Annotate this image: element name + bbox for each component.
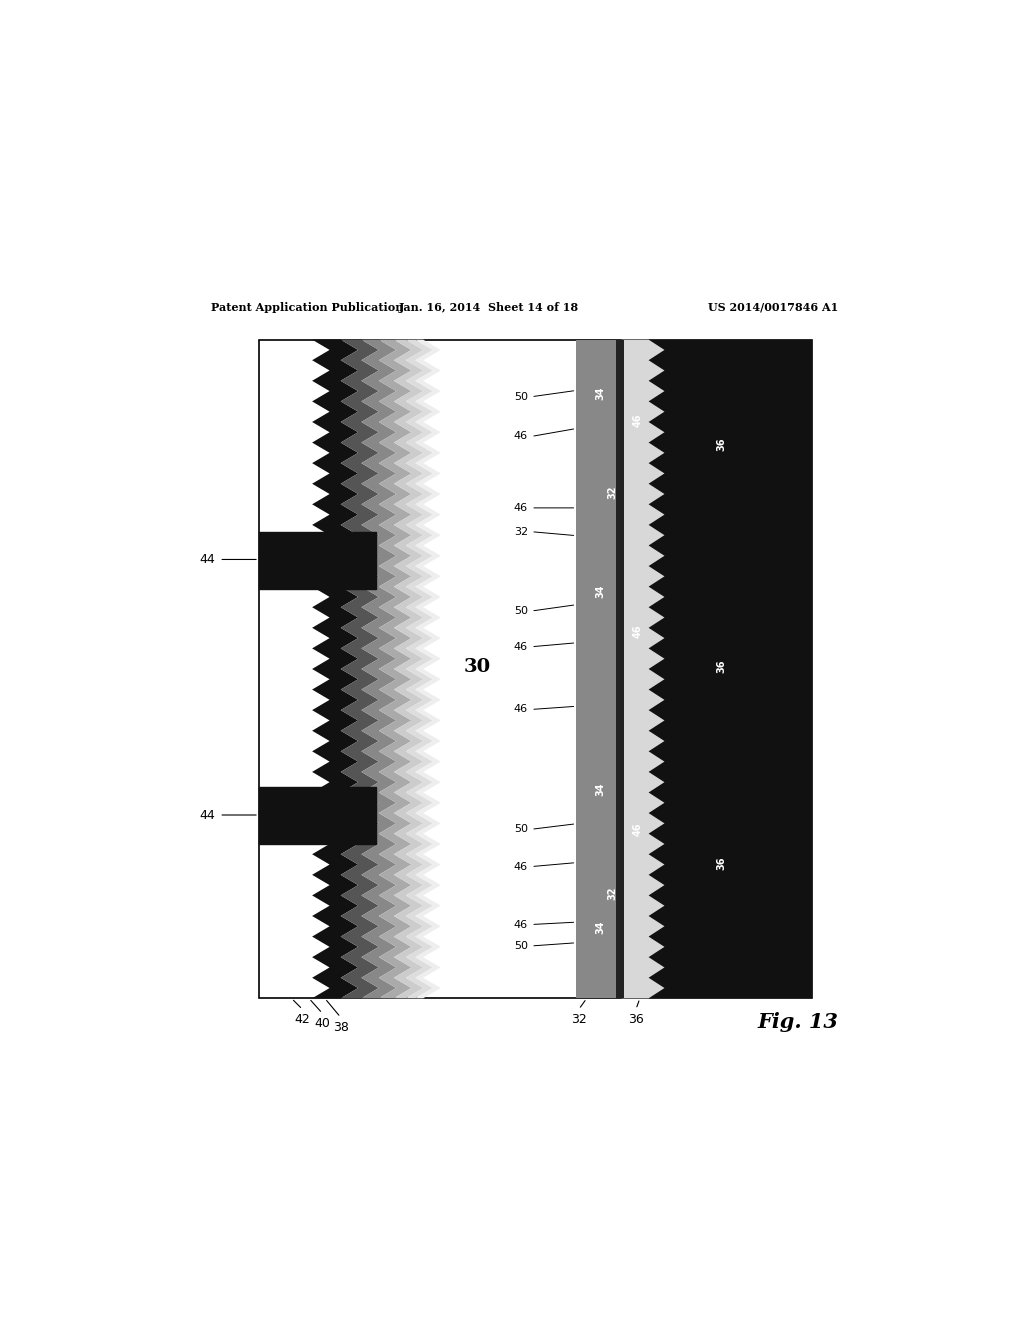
- Polygon shape: [341, 339, 379, 998]
- Text: 46: 46: [514, 642, 528, 652]
- Text: 34: 34: [595, 385, 605, 400]
- Text: 46: 46: [514, 862, 528, 871]
- Text: 46: 46: [514, 432, 528, 441]
- Bar: [259, 339, 812, 998]
- Text: 46: 46: [514, 503, 528, 513]
- Text: 42: 42: [295, 1012, 310, 1026]
- Text: 46: 46: [633, 414, 642, 428]
- Bar: [577, 339, 622, 998]
- Bar: [259, 532, 377, 589]
- Text: 34: 34: [595, 585, 605, 598]
- Text: 46: 46: [514, 920, 528, 929]
- Polygon shape: [361, 339, 396, 998]
- Text: 34: 34: [595, 920, 605, 933]
- Text: 36: 36: [717, 438, 727, 451]
- Text: 50: 50: [514, 606, 528, 616]
- Text: 44: 44: [200, 809, 215, 821]
- Text: 50: 50: [514, 824, 528, 834]
- Text: 40: 40: [314, 1016, 331, 1030]
- Text: 46: 46: [514, 705, 528, 714]
- Text: 32: 32: [514, 527, 528, 537]
- Text: 36: 36: [717, 857, 727, 870]
- Text: 36: 36: [628, 1012, 644, 1026]
- Text: 44: 44: [200, 553, 215, 566]
- Text: Jan. 16, 2014  Sheet 14 of 18: Jan. 16, 2014 Sheet 14 of 18: [399, 301, 580, 313]
- Polygon shape: [312, 339, 358, 998]
- Text: Patent Application Publication: Patent Application Publication: [211, 301, 403, 313]
- Text: US 2014/0017846 A1: US 2014/0017846 A1: [708, 301, 839, 313]
- Text: 46: 46: [633, 624, 642, 638]
- Text: 38: 38: [333, 1020, 348, 1034]
- Text: 36: 36: [717, 660, 727, 673]
- Polygon shape: [622, 339, 665, 998]
- Text: Fig. 13: Fig. 13: [758, 1011, 839, 1032]
- Polygon shape: [394, 339, 423, 998]
- Bar: [616, 339, 624, 998]
- Text: 30: 30: [464, 657, 490, 676]
- Bar: [577, 339, 812, 998]
- Text: 50: 50: [514, 941, 528, 950]
- Text: 50: 50: [514, 392, 528, 401]
- Polygon shape: [406, 339, 433, 998]
- Polygon shape: [416, 339, 440, 998]
- Text: 32: 32: [571, 1012, 587, 1026]
- Text: 32: 32: [607, 486, 617, 499]
- Text: 32: 32: [607, 886, 617, 899]
- Text: 34: 34: [595, 783, 605, 796]
- Text: 46: 46: [633, 822, 642, 836]
- Bar: [259, 787, 377, 845]
- Polygon shape: [379, 339, 412, 998]
